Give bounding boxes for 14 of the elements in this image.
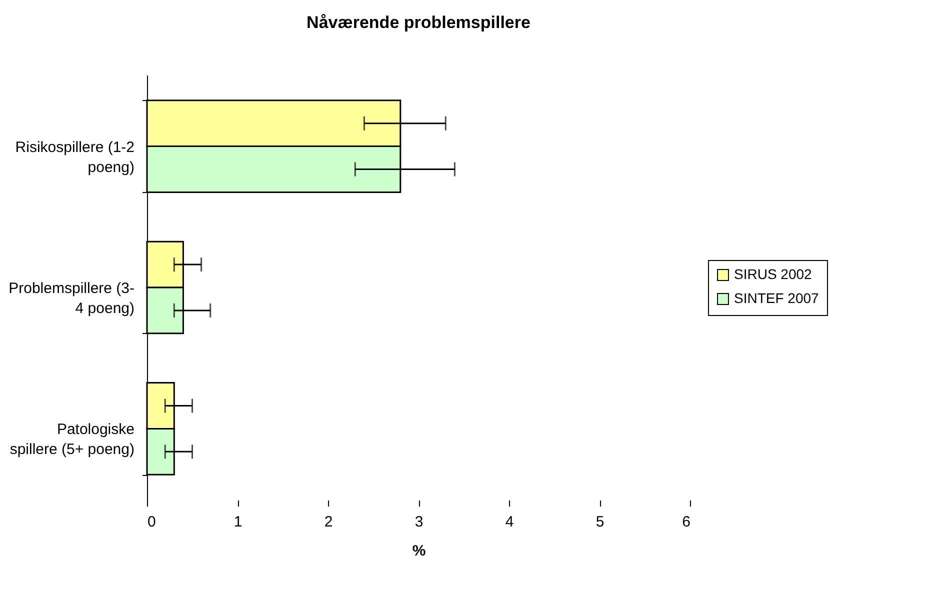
y-tick-label: Problemspillere (3-4 poeng)	[8, 280, 135, 317]
x-tick-label: 0	[148, 514, 156, 530]
x-tick-label: 4	[505, 514, 514, 530]
chart-title: Nåværende problemspillere	[306, 13, 530, 32]
x-tick-label: 3	[414, 514, 424, 530]
legend-label: SIRUS 2002	[734, 266, 812, 282]
x-tick-label: 1	[234, 514, 242, 530]
x-axis-title: %	[412, 542, 426, 560]
legend-label: SINTEF 2007	[734, 290, 820, 306]
x-tick-label: 5	[596, 514, 604, 530]
y-tick-label: Risikospillere (1-2 poeng)	[15, 138, 134, 176]
y-tick-label: Patologiske spillere (5+ poeng)	[10, 421, 134, 458]
x-tick-label: 6	[682, 514, 690, 530]
x-tick-label: 2	[324, 514, 333, 530]
